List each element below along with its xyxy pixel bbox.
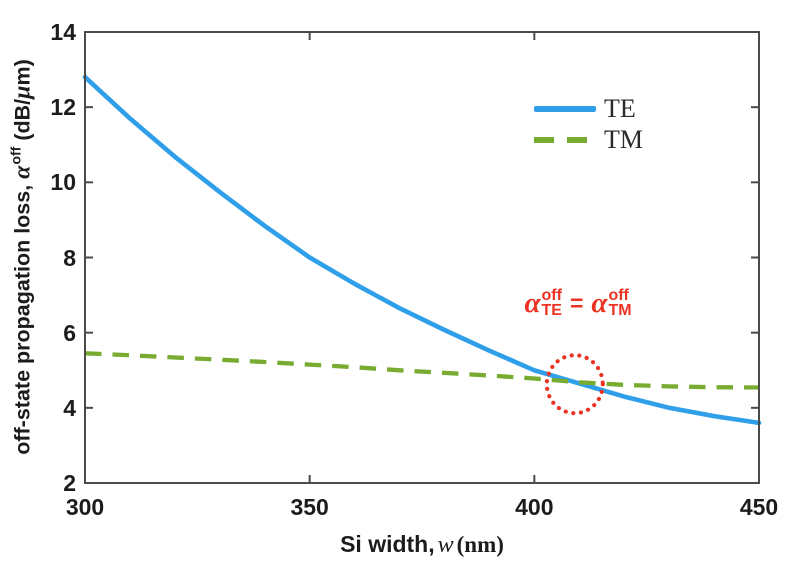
legend-label-te: TE — [604, 93, 636, 123]
axis-ticks — [84, 31, 760, 484]
y-tick-label: 6 — [63, 319, 76, 346]
plot-box — [84, 31, 760, 484]
tm-line-sample — [534, 136, 588, 143]
legend: TE TM — [534, 93, 643, 155]
x-axis-label: Si width, w (nm) — [340, 531, 504, 559]
legend-item-tm: TM — [534, 124, 643, 155]
x-tick-label: 400 — [515, 494, 554, 520]
y-tick-label: 2 — [63, 470, 76, 496]
y-axis-unit-close: m) — [10, 59, 35, 86]
annotation-equal-loss: α off TE = α off TM — [524, 286, 632, 319]
annotation-subscript-te: TE — [541, 302, 562, 319]
y-tick-label: 8 — [63, 244, 76, 271]
y-tick-label: 14 — [50, 19, 76, 45]
legend-label-tm: TM — [604, 124, 643, 154]
x-tick-label: 300 — [65, 494, 105, 520]
x-tick-label: 450 — [739, 494, 779, 520]
y-axis-unit-open: (dB/ — [10, 98, 35, 141]
tm-curve — [84, 351, 760, 390]
mu-symbol: μ — [9, 85, 36, 99]
annotation-superscript: off — [541, 287, 562, 304]
y-axis-label-text: off-state propagation loss, — [10, 184, 35, 455]
x-tick-label: 350 — [290, 494, 329, 520]
legend-item-te: TE — [534, 93, 643, 124]
annotation-superscript: off — [608, 287, 629, 304]
alpha-symbol: α — [524, 286, 541, 319]
y-tick-label: 4 — [63, 394, 76, 421]
y-tick-label: 12 — [50, 94, 76, 121]
x-axis-label-text: Si width, — [340, 531, 435, 557]
y-axis-label: off-state propagation loss, αoff (dB/μm) — [8, 59, 37, 455]
w-variable: w — [437, 532, 454, 558]
alpha-superscript: off — [7, 146, 24, 165]
y-tick-label: 10 — [50, 169, 76, 196]
annotation-subscript-tm: TM — [608, 302, 632, 319]
alpha-te-scripts: off TE — [541, 287, 562, 319]
crossing-circle — [544, 353, 605, 416]
equals-sign: = — [569, 289, 584, 316]
te-line-sample — [534, 105, 596, 112]
te-curve — [82, 74, 762, 426]
alpha-tm-scripts: off TM — [608, 287, 632, 319]
alpha-symbol: α — [591, 286, 608, 319]
x-axis-unit: (nm) — [456, 532, 504, 557]
alpha-symbol: α — [9, 165, 36, 179]
